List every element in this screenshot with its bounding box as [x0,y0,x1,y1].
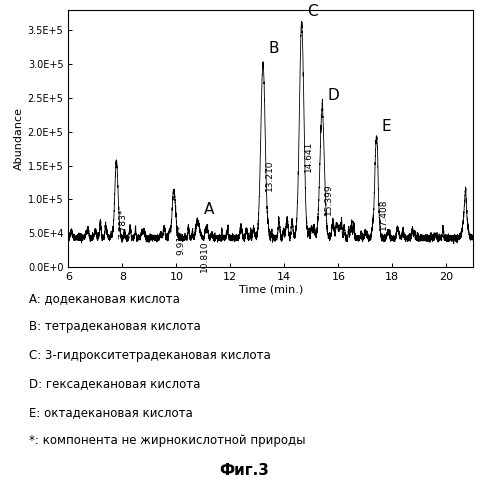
Text: 15.399: 15.399 [325,184,333,215]
Text: 9.917*: 9.917* [176,225,185,255]
Text: 7.783*: 7.783* [119,209,128,239]
Text: D: D [327,88,339,103]
Text: Фиг.3: Фиг.3 [219,463,269,478]
Text: C: 3-гидрокситетрадекановая кислота: C: 3-гидрокситетрадекановая кислота [29,349,271,362]
Y-axis label: Abundance: Abundance [13,107,23,170]
Text: *: компонента не жирнокислотной природы: *: компонента не жирнокислотной природы [29,434,306,447]
Text: B: тетрадекановая кислота: B: тетрадекановая кислота [29,320,201,333]
Text: A: додекановая кислота: A: додекановая кислота [29,292,180,305]
Text: 10.810: 10.810 [201,241,209,272]
X-axis label: Time (min.): Time (min.) [239,284,303,294]
Text: A: A [203,202,214,217]
Text: B: B [268,41,279,56]
Text: C: C [307,4,318,19]
Text: 13.210: 13.210 [265,160,274,191]
Text: D: гексадекановая кислота: D: гексадекановая кислота [29,377,201,390]
Text: E: октадекановая кислота: E: октадекановая кислота [29,406,193,419]
Text: 17.408: 17.408 [379,199,387,230]
Text: E: E [382,119,391,134]
Text: 14.641: 14.641 [304,140,313,172]
